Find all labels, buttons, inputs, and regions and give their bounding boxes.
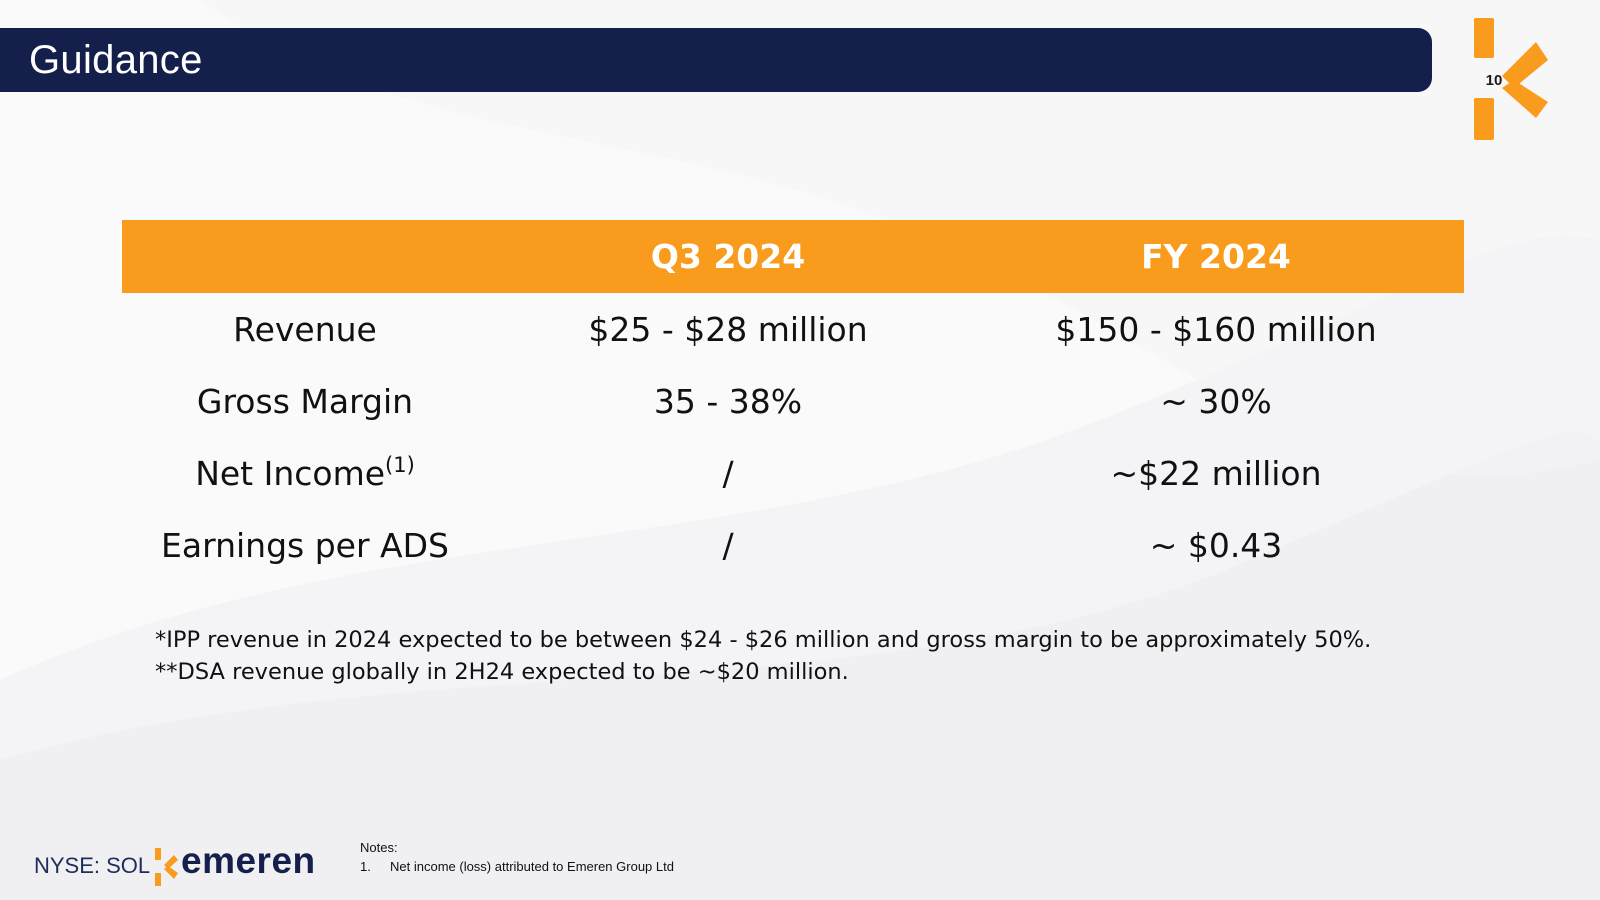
note-item: 1. Net income (loss) attributed to Emeren… [360,857,674,876]
note-ref: (1) [385,453,415,477]
footer-brand: emeren [181,840,316,881]
footer-notes: Notes: 1. Net income (loss) attributed to… [360,838,674,876]
guidance-table: Q3 2024 FY 2024 Revenue $25 - $28 millio… [122,220,1464,581]
note-number: 1. [360,859,371,874]
notes-title: Notes: [360,840,398,855]
table-header-metric [122,220,488,293]
footnote-dsa: **DSA revenue globally in 2H24 expected … [155,659,849,685]
row-fy-value: ~ $0.43 [1149,525,1283,565]
row-metric: Net Income(1) [122,437,488,509]
row-fy-value: $150 - $160 million [1055,309,1377,349]
emeren-logo-icon [1474,18,1548,140]
row-q3-value: $25 - $28 million [588,309,868,349]
slide-title: Guidance [29,38,203,82]
row-metric: Gross Margin [122,365,488,437]
row-metric: Earnings per ADS [122,509,488,581]
emeren-footer-logo-icon [155,848,178,886]
row-q3-value: 35 - 38% [653,381,803,421]
metric-label: Earnings per ADS [161,526,449,565]
table-header-q3: Q3 2024 [488,220,968,293]
row-fy-value: ~$22 million [1110,453,1322,493]
page-number: 10 [1485,72,1503,89]
title-bar: Guidance [0,28,1432,92]
row-q3-value: / [722,525,734,565]
metric-label: Gross Margin [196,382,414,421]
note-text: Net income (loss) attributed to Emeren G… [390,859,674,874]
footer-ticker: NYSE: SOL [34,853,151,878]
row-metric: Revenue [122,293,488,365]
row-fy-value: ~ 30% [1160,381,1272,421]
table-header-fy: FY 2024 [968,220,1464,293]
row-q3-value: / [722,453,734,493]
footnote-ipp: *IPP revenue in 2024 expected to be betw… [155,627,1372,653]
metric-label: Revenue [233,310,377,349]
table-row: Revenue $25 - $28 million $150 - $160 mi… [122,293,1464,365]
metric-label: Net Income [195,454,386,493]
table-header-row: Q3 2024 FY 2024 [122,220,1464,293]
table-row: Gross Margin 35 - 38% ~ 30% [122,365,1464,437]
table-row: Net Income(1) / ~$22 million [122,437,1464,509]
table-row: Earnings per ADS / ~ $0.43 [122,509,1464,581]
footnotes: *IPP revenue in 2024 expected to be betw… [155,624,1371,688]
